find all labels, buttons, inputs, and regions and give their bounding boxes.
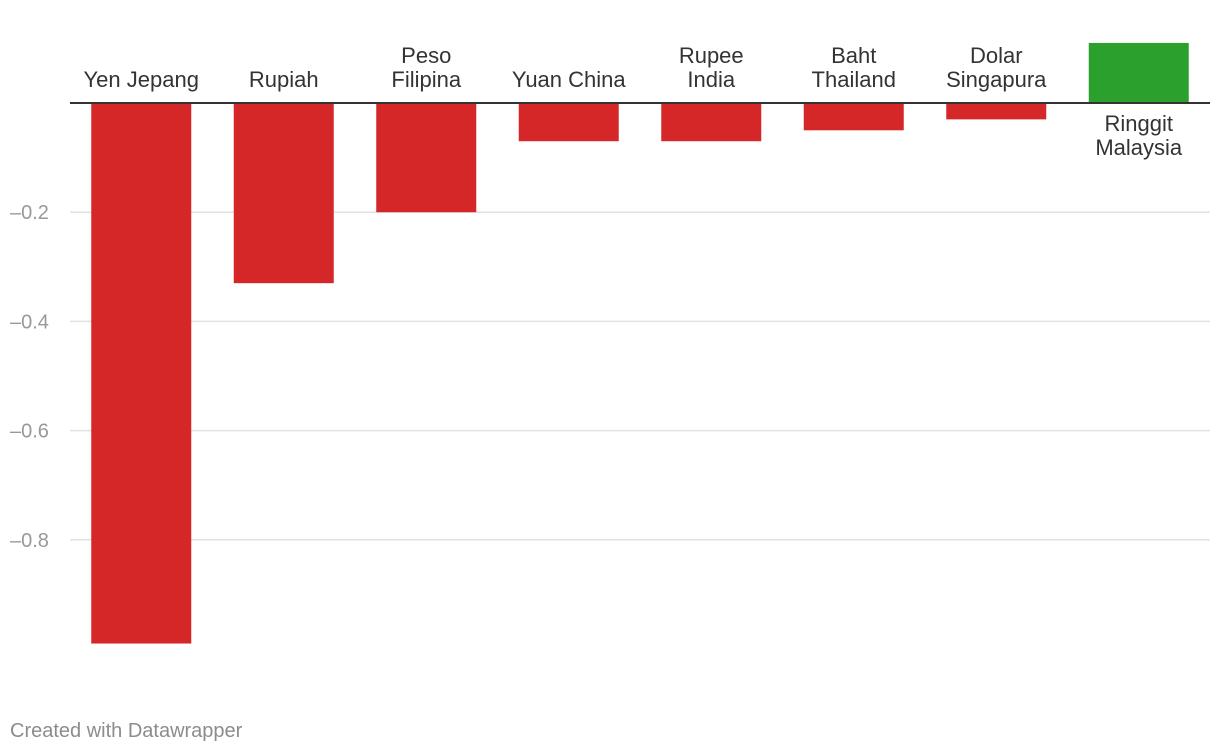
category-label: Rupee India (679, 43, 744, 92)
category-label: Dolar Singapura (946, 43, 1047, 92)
category-label-line: Singapura (946, 67, 1047, 92)
gridlines: –0.2 –0.4 –0.6 –0.8 (10, 202, 1210, 552)
bar (803, 103, 904, 131)
category-label: Rupiah (249, 67, 319, 92)
y-tick-label: –0.6 (10, 421, 49, 443)
category-label-line: Rupee (679, 43, 744, 68)
category-label-line: Yen Jepang (84, 67, 199, 92)
category-label-line: Yuan China (512, 67, 627, 92)
bar (946, 103, 1047, 120)
category-label-line: India (687, 67, 735, 92)
category-label: Yuan China (512, 67, 627, 92)
category-label-line: Rupiah (249, 67, 319, 92)
bar (376, 103, 477, 213)
datawrapper-credit: Created with Datawrapper (10, 720, 243, 742)
bar (91, 103, 192, 644)
category-label-line: Baht (831, 43, 876, 68)
category-label: Baht Thailand (812, 43, 896, 92)
y-tick-label: –0.2 (10, 202, 49, 224)
bar (233, 103, 334, 284)
y-tick-label: –0.8 (10, 530, 49, 552)
category-label-line: Thailand (812, 67, 896, 92)
category-label-line: Ringgit (1105, 111, 1173, 136)
bar (518, 103, 619, 142)
category-label: Yen Jepang (84, 67, 199, 92)
bar (661, 103, 762, 142)
category-label-line: Malaysia (1095, 135, 1183, 160)
category-label: Peso Filipina (391, 43, 461, 92)
category-label-line: Filipina (391, 67, 461, 92)
bar-chart: –0.2 –0.4 –0.6 –0.8 Yen Jepang Rupiah Peso Fil… (10, 42, 1210, 644)
category-labels: Yen Jepang Rupiah Peso Filipina Yuan China Ru… (84, 43, 1183, 160)
bars (91, 42, 1189, 644)
y-tick-label: –0.4 (10, 311, 49, 333)
category-label-line: Peso (401, 43, 451, 68)
category-label-line: Dolar (970, 43, 1023, 68)
category-label: Ringgit Malaysia (1095, 111, 1183, 160)
bar (1088, 42, 1189, 103)
